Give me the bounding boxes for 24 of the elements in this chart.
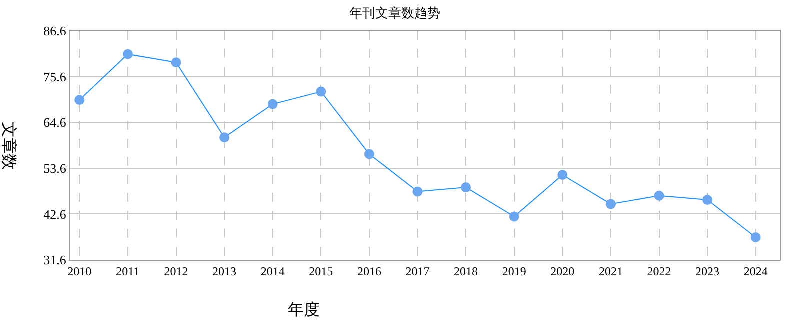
x-tick-label: 2020 <box>550 264 575 278</box>
x-tick-label: 2015 <box>309 264 334 278</box>
y-tick-label: 53.6 <box>44 160 67 176</box>
x-tick-label: 2017 <box>406 264 430 278</box>
x-tick-label: 2013 <box>212 264 237 278</box>
y-tick-label: 75.6 <box>44 69 67 84</box>
x-tick-label: 2016 <box>357 264 382 278</box>
y-tick-label: 86.6 <box>44 24 67 39</box>
x-tick-label: 2010 <box>68 264 92 278</box>
x-tick-label: 2014 <box>260 264 285 278</box>
x-tick-label: 2011 <box>116 264 140 278</box>
x-tick-label: 2024 <box>744 264 768 278</box>
x-tick-label: 2018 <box>454 264 478 278</box>
x-tick-label: 2023 <box>696 264 720 278</box>
x-axis-title: 年度 <box>288 301 320 319</box>
y-axis-title: 文章数 <box>0 122 18 170</box>
x-tick-label: 2019 <box>502 264 526 278</box>
x-tick-label: 2022 <box>647 264 672 278</box>
x-tick-label: 2021 <box>598 264 623 278</box>
chart-title: 年刊文章数趋势 <box>350 5 440 20</box>
x-tick-label: 2012 <box>164 264 188 278</box>
y-tick-label: 31.6 <box>44 252 67 268</box>
y-tick-label: 64.6 <box>44 115 67 130</box>
y-tick-label: 42.6 <box>44 206 67 222</box>
